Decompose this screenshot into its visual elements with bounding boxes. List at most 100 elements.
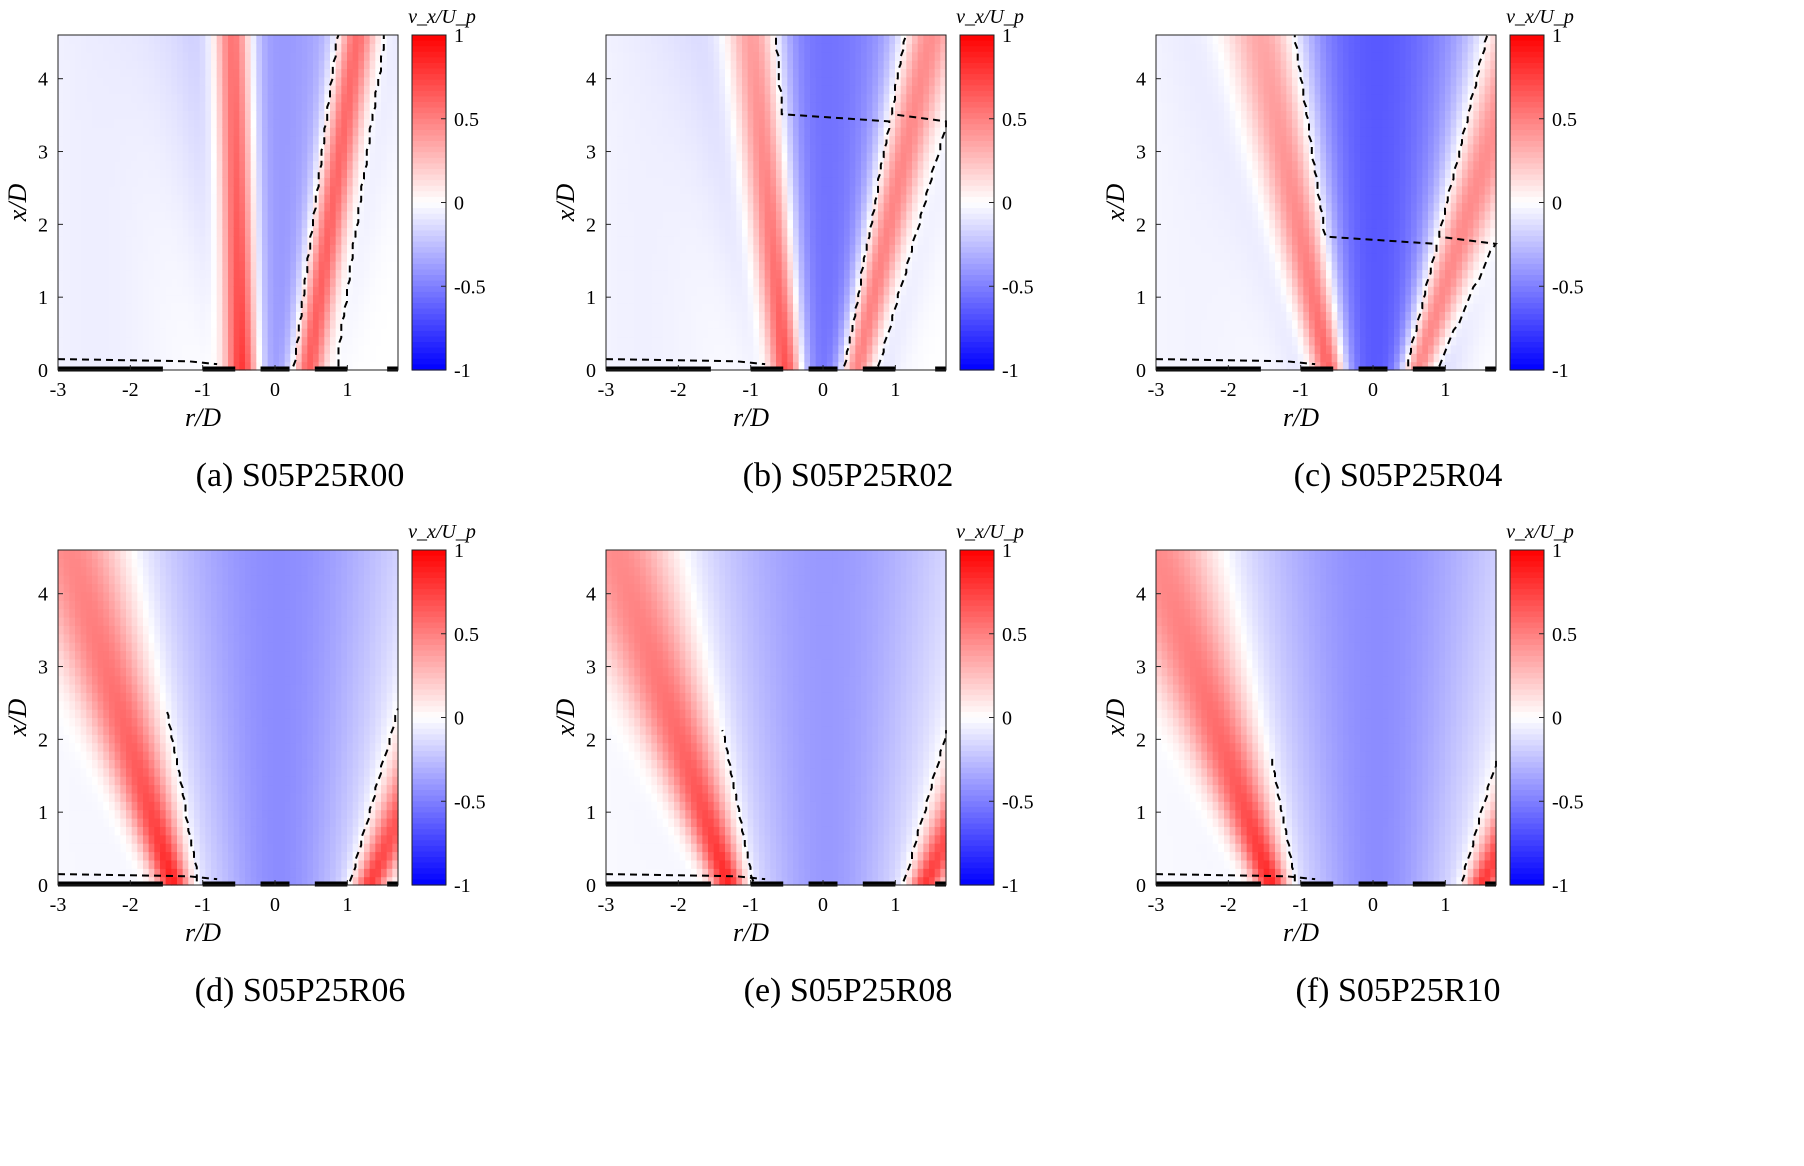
heatmap-cell: [827, 261, 834, 271]
heatmap-cell: [742, 303, 749, 312]
heatmap-cell: [222, 361, 229, 371]
heatmap-cell: [674, 68, 681, 78]
colorbar-swatch: [960, 62, 994, 70]
heatmap-cell: [171, 118, 178, 128]
heatmap-cell: [662, 127, 669, 137]
heatmap-cell: [58, 319, 65, 329]
heatmap-cell: [895, 269, 902, 279]
heatmap-cell: [889, 169, 896, 178]
heatmap-cell: [165, 51, 172, 61]
heatmap-cell: [165, 236, 172, 245]
heatmap-cell: [878, 236, 885, 245]
heatmap-cell: [171, 210, 178, 220]
heatmap-cell: [131, 202, 138, 212]
colorbar-swatch: [960, 247, 994, 254]
heatmap-cell: [719, 169, 726, 178]
heatmap-cell: [827, 102, 834, 111]
heatmap-cell: [239, 294, 246, 304]
x-axis-label: r/D: [185, 403, 221, 432]
heatmap-cell: [358, 244, 365, 254]
heatmap-cell: [301, 93, 308, 103]
heatmap-cell: [335, 336, 342, 346]
heatmap-cell: [821, 35, 828, 44]
heatmap-cell: [804, 43, 811, 53]
heatmap-cell: [793, 177, 800, 187]
heatmap-cell: [262, 185, 269, 195]
heatmap-cell: [347, 210, 354, 220]
heatmap-cell: [381, 177, 388, 187]
heatmap-cell: [75, 85, 82, 95]
heatmap-cell: [205, 269, 212, 279]
heatmap-cell: [137, 236, 144, 245]
heatmap-cell: [92, 353, 99, 363]
heatmap-cell: [233, 252, 240, 262]
heatmap-cell: [764, 60, 771, 70]
heatmap-cell: [69, 361, 76, 371]
heatmap-cell: [154, 102, 161, 111]
heatmap-cell: [657, 303, 664, 312]
heatmap-cell: [171, 135, 178, 145]
heatmap-cell: [736, 328, 743, 338]
heatmap-cell: [97, 135, 104, 145]
heatmap-cell: [923, 35, 930, 44]
heatmap-cell: [634, 219, 641, 229]
heatmap-cell: [58, 185, 65, 195]
heatmap-cell: [793, 60, 800, 70]
colorbar-swatch: [412, 236, 446, 243]
heatmap-cell: [895, 303, 902, 312]
heatmap-cell: [776, 252, 783, 262]
heatmap-cell: [290, 143, 297, 153]
heatmap-cell: [92, 102, 99, 111]
heatmap-cell: [872, 202, 879, 212]
heatmap-cell: [940, 244, 947, 254]
heatmap-cell: [849, 277, 856, 287]
heatmap-cell: [821, 252, 828, 262]
heatmap-cell: [92, 76, 99, 86]
heatmap-cell: [131, 286, 138, 296]
heatmap-cell: [296, 60, 303, 70]
heatmap-cell: [611, 43, 618, 53]
heatmap-cell: [143, 328, 150, 338]
heatmap-cell: [352, 152, 359, 162]
heatmap-cell: [126, 202, 133, 212]
heatmap-cell: [279, 328, 286, 338]
heatmap-cell: [63, 93, 70, 103]
heatmap-cell: [719, 336, 726, 346]
heatmap-cell: [691, 160, 698, 170]
heatmap-cell: [776, 43, 783, 53]
colorbar-swatch: [960, 129, 994, 137]
heatmap-cell: [75, 35, 82, 44]
heatmap-cell: [611, 152, 618, 162]
heatmap-cell: [324, 60, 331, 70]
heatmap-cell: [324, 127, 331, 137]
heatmap-cell: [940, 102, 947, 111]
heatmap-cell: [313, 60, 320, 70]
heatmap-cell: [211, 202, 218, 212]
heatmap-cell: [358, 118, 365, 128]
heatmap-cell: [375, 118, 382, 128]
heatmap-cell: [92, 118, 99, 128]
heatmap-cell: [838, 286, 845, 296]
heatmap-cell: [866, 152, 873, 162]
heatmap-cell: [889, 93, 896, 103]
heatmap-cell: [97, 76, 104, 86]
heatmap-cell: [611, 177, 618, 187]
heatmap-cell: [832, 177, 839, 187]
heatmap-cell: [827, 328, 834, 338]
heatmap-cell: [228, 328, 235, 338]
heatmap-cell: [358, 202, 365, 212]
heatmap-cell: [815, 135, 822, 145]
heatmap-cell: [725, 43, 732, 53]
heatmap-cell: [160, 294, 167, 304]
heatmap-cell: [194, 244, 201, 254]
heatmap-cell: [617, 328, 624, 338]
heatmap-cell: [386, 51, 393, 61]
heatmap-cell: [917, 85, 924, 95]
heatmap-cell: [645, 236, 652, 245]
heatmap-cell: [103, 102, 110, 111]
heatmap-cell: [696, 361, 703, 371]
heatmap-cell: [75, 51, 82, 61]
heatmap-cell: [611, 319, 618, 329]
heatmap-cell: [86, 328, 93, 338]
heatmap-cell: [324, 210, 331, 220]
